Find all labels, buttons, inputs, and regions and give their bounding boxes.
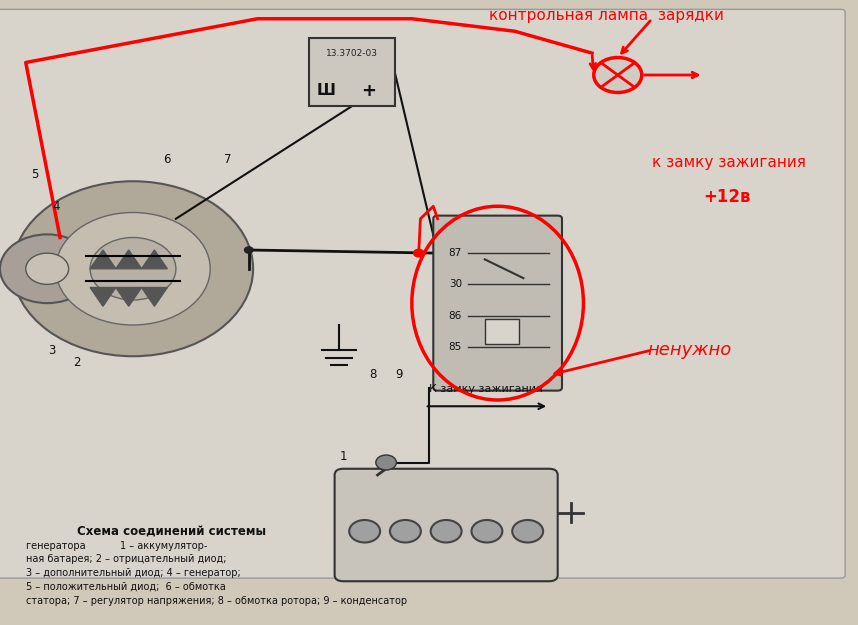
Text: ненужно: ненужно — [648, 341, 732, 359]
Bar — [309, 38, 395, 106]
Text: 5: 5 — [31, 169, 38, 181]
Circle shape — [245, 247, 253, 253]
Polygon shape — [142, 288, 167, 306]
Circle shape — [390, 520, 421, 542]
Text: 3 – дополнительный диод; 4 – генератор;: 3 – дополнительный диод; 4 – генератор; — [26, 568, 240, 578]
Circle shape — [56, 213, 210, 325]
Text: 6: 6 — [164, 153, 171, 166]
Text: Ш: Ш — [317, 83, 335, 98]
Circle shape — [13, 181, 253, 356]
Text: 85: 85 — [449, 342, 462, 352]
Text: 8: 8 — [370, 369, 377, 381]
Circle shape — [414, 249, 424, 257]
Text: контрольная лампа  зарядки: контрольная лампа зарядки — [489, 8, 724, 23]
Circle shape — [349, 520, 380, 542]
Text: к замку зажигания: к замку зажигания — [652, 155, 806, 170]
Circle shape — [512, 520, 543, 542]
Text: +: + — [361, 82, 377, 99]
Circle shape — [26, 253, 69, 284]
Circle shape — [594, 58, 642, 92]
Text: 1: 1 — [340, 450, 347, 462]
Text: 87: 87 — [449, 248, 462, 258]
Text: К замку зажигания: К замку зажигания — [429, 384, 543, 394]
FancyBboxPatch shape — [0, 9, 845, 578]
Text: статора; 7 – регулятор напряжения; 8 – обмотка ротора; 9 – конденсатор: статора; 7 – регулятор напряжения; 8 – о… — [26, 596, 407, 606]
Text: 30: 30 — [449, 279, 462, 289]
Text: +12в: +12в — [704, 188, 751, 206]
FancyBboxPatch shape — [335, 469, 558, 581]
Bar — [485, 319, 519, 344]
Text: 13.3702-03: 13.3702-03 — [326, 49, 378, 58]
Polygon shape — [116, 250, 142, 269]
Circle shape — [431, 520, 462, 542]
Text: 86: 86 — [449, 311, 462, 321]
Text: 4: 4 — [52, 200, 59, 212]
Text: 7: 7 — [224, 153, 231, 166]
Polygon shape — [90, 250, 116, 269]
Text: 9: 9 — [396, 369, 402, 381]
Text: Схема соединений системы: Схема соединений системы — [77, 525, 266, 538]
Polygon shape — [142, 250, 167, 269]
Text: 2: 2 — [74, 356, 81, 369]
Circle shape — [90, 238, 176, 300]
Circle shape — [472, 520, 503, 542]
Circle shape — [376, 455, 396, 470]
Circle shape — [0, 234, 94, 303]
Text: 5 – положительный диод;  6 – обмотка: 5 – положительный диод; 6 – обмотка — [26, 582, 226, 592]
Polygon shape — [90, 288, 116, 306]
FancyBboxPatch shape — [433, 216, 562, 391]
Text: ная батарея; 2 – отрицательный диод;: ная батарея; 2 – отрицательный диод; — [26, 554, 227, 564]
Polygon shape — [116, 288, 142, 306]
Text: 3: 3 — [48, 344, 55, 356]
Text: генератора           1 – аккумулятор-: генератора 1 – аккумулятор- — [26, 541, 207, 551]
